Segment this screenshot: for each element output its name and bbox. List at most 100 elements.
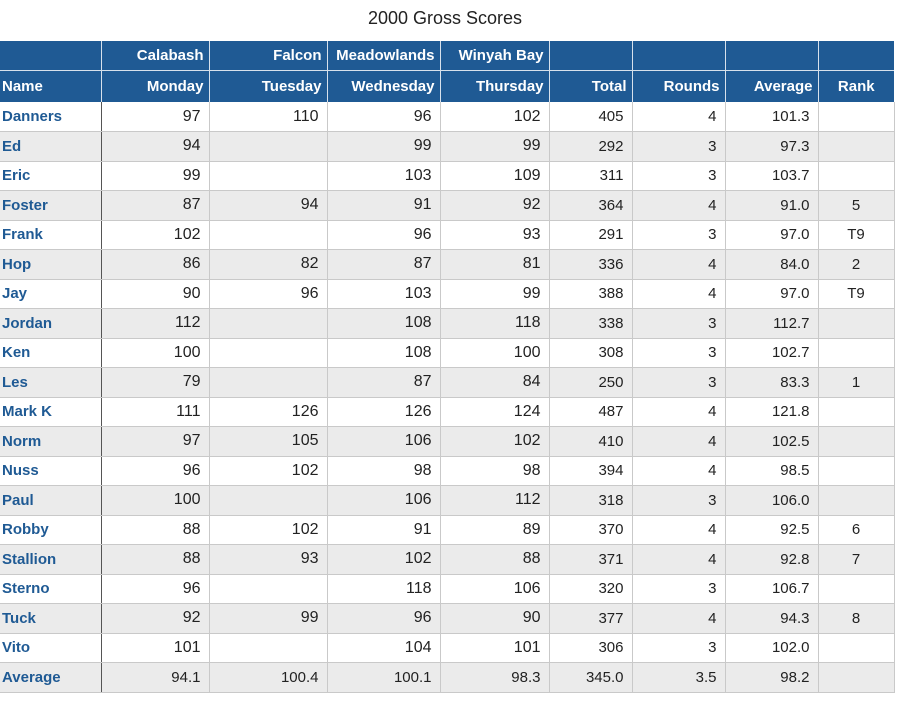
total-cell: 306 <box>549 633 633 663</box>
gross-scores-table: Calabash Falcon Meadowlands Winyah Bay N… <box>0 41 895 693</box>
average-cell: 83.3 <box>725 367 819 398</box>
wednesday-score-cell: 106 <box>327 485 441 516</box>
wednesday-score-cell: 100.1 <box>327 662 441 693</box>
thursday-score-cell: 102 <box>440 426 550 457</box>
tuesday-score-cell <box>209 220 328 250</box>
course-header-winyah-bay: Winyah Bay <box>440 41 550 71</box>
average-cell: 121.8 <box>725 397 819 427</box>
table-row: Frank 102 96 93 291 3 97.0 T9 <box>0 220 895 250</box>
table-row: Ken 100 108 100 308 3 102.7 <box>0 338 895 368</box>
rank-cell <box>818 397 895 427</box>
tuesday-score-cell <box>209 131 328 162</box>
average-cell: 106.7 <box>725 574 819 604</box>
rounds-cell: 3 <box>632 367 726 398</box>
total-cell: 338 <box>549 308 633 339</box>
table-row: Les 79 87 84 250 3 83.3 1 <box>0 367 895 398</box>
tuesday-score-cell: 102 <box>209 456 328 486</box>
rounds-cell: 4 <box>632 397 726 427</box>
tuesday-score-cell <box>209 574 328 604</box>
course-header-meadowlands: Meadowlands <box>327 41 441 71</box>
table-row: Stallion 88 93 102 88 371 4 92.8 7 <box>0 544 895 575</box>
monday-score-cell: 92 <box>101 603 210 634</box>
total-cell: 336 <box>549 249 633 280</box>
table-body: Danners 97 110 96 102 405 4 101.3 Ed 94 99 99 292 3 97… <box>0 102 895 693</box>
rank-cell <box>818 485 895 516</box>
rank-cell <box>818 102 895 132</box>
rounds-cell: 4 <box>632 190 726 221</box>
thursday-score-cell: 99 <box>440 131 550 162</box>
rank-cell: 2 <box>818 249 895 280</box>
monday-score-cell: 101 <box>101 633 210 663</box>
rank-cell: T9 <box>818 279 895 309</box>
tuesday-score-cell: 94 <box>209 190 328 221</box>
total-cell: 291 <box>549 220 633 250</box>
monday-score-cell: 94 <box>101 131 210 162</box>
monday-score-cell: 102 <box>101 220 210 250</box>
rank-cell: T9 <box>818 220 895 250</box>
table-row: Eric 99 103 109 311 3 103.7 <box>0 161 895 191</box>
monday-score-cell: 99 <box>101 161 210 191</box>
thursday-score-cell: 124 <box>440 397 550 427</box>
average-cell: 92.5 <box>725 515 819 545</box>
rounds-cell: 4 <box>632 544 726 575</box>
rounds-cell: 3 <box>632 161 726 191</box>
rounds-cell: 4 <box>632 249 726 280</box>
wednesday-score-cell: 91 <box>327 190 441 221</box>
player-name-cell: Robby <box>0 515 102 545</box>
average-cell: 106.0 <box>725 485 819 516</box>
wednesday-score-cell: 87 <box>327 367 441 398</box>
rounds-cell: 3 <box>632 633 726 663</box>
rounds-cell: 4 <box>632 102 726 132</box>
player-name-cell: Jay <box>0 279 102 309</box>
thursday-score-cell: 81 <box>440 249 550 280</box>
tuesday-score-cell <box>209 338 328 368</box>
wednesday-score-cell: 102 <box>327 544 441 575</box>
total-cell: 311 <box>549 161 633 191</box>
thursday-score-cell: 109 <box>440 161 550 191</box>
rank-cell <box>818 426 895 457</box>
wednesday-score-cell: 104 <box>327 633 441 663</box>
tuesday-score-cell: 93 <box>209 544 328 575</box>
rounds-cell: 3 <box>632 338 726 368</box>
rounds-cell: 3.5 <box>632 662 726 693</box>
thursday-score-cell: 98 <box>440 456 550 486</box>
average-row: Average 94.1 100.4 100.1 98.3 345.0 3.5 98.2 <box>0 662 895 693</box>
wednesday-score-cell: 108 <box>327 338 441 368</box>
wednesday-score-cell: 103 <box>327 161 441 191</box>
rank-cell <box>818 308 895 339</box>
rank-cell: 8 <box>818 603 895 634</box>
wednesday-score-cell: 91 <box>327 515 441 545</box>
column-header-row: Name Monday Tuesday Wednesday Thursday T… <box>0 70 894 102</box>
wednesday-score-cell: 108 <box>327 308 441 339</box>
column-header-total: Total <box>549 70 633 102</box>
monday-score-cell: 94.1 <box>101 662 210 693</box>
average-cell: 98.2 <box>725 662 819 693</box>
table-row: Danners 97 110 96 102 405 4 101.3 <box>0 102 895 132</box>
table-row: Sterno 96 118 106 320 3 106.7 <box>0 574 895 604</box>
average-cell: 101.3 <box>725 102 819 132</box>
wednesday-score-cell: 98 <box>327 456 441 486</box>
player-name-cell: Hop <box>0 249 102 280</box>
player-name-cell: Stallion <box>0 544 102 575</box>
monday-score-cell: 88 <box>101 544 210 575</box>
total-cell: 405 <box>549 102 633 132</box>
thursday-score-cell: 89 <box>440 515 550 545</box>
wednesday-score-cell: 126 <box>327 397 441 427</box>
total-cell: 318 <box>549 485 633 516</box>
header-blank-cell <box>632 41 726 71</box>
total-cell: 487 <box>549 397 633 427</box>
thursday-score-cell: 100 <box>440 338 550 368</box>
tuesday-score-cell: 100.4 <box>209 662 328 693</box>
total-cell: 370 <box>549 515 633 545</box>
thursday-score-cell: 92 <box>440 190 550 221</box>
player-name-cell: Jordan <box>0 308 102 339</box>
thursday-score-cell: 99 <box>440 279 550 309</box>
rounds-cell: 4 <box>632 279 726 309</box>
rounds-cell: 3 <box>632 131 726 162</box>
tuesday-score-cell <box>209 161 328 191</box>
rank-cell <box>818 574 895 604</box>
course-header-calabash: Calabash <box>101 41 210 71</box>
rank-cell <box>818 633 895 663</box>
total-cell: 410 <box>549 426 633 457</box>
thursday-score-cell: 90 <box>440 603 550 634</box>
